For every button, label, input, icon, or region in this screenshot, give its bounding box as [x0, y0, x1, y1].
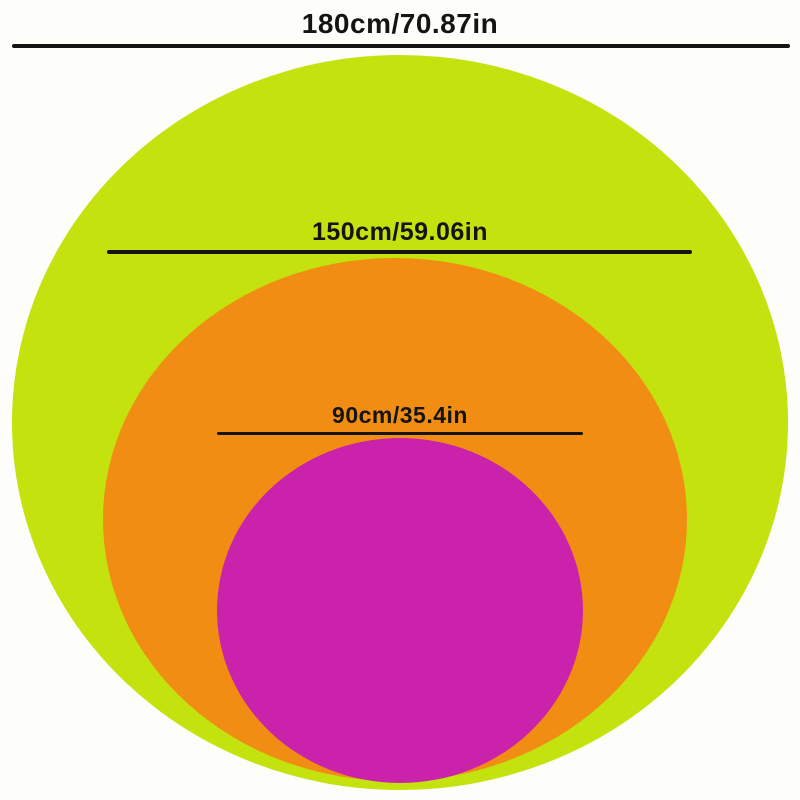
diameter-label-small: 90cm/35.4in	[332, 402, 468, 428]
diameter-label-large: 180cm/70.87in	[301, 8, 499, 39]
diameter-line-small	[217, 432, 583, 435]
diameter-label-medium: 150cm/59.06in	[311, 218, 489, 246]
diameter-line-medium	[107, 250, 692, 254]
circle-small-90cm	[217, 438, 583, 783]
diameter-line-large	[12, 44, 790, 48]
